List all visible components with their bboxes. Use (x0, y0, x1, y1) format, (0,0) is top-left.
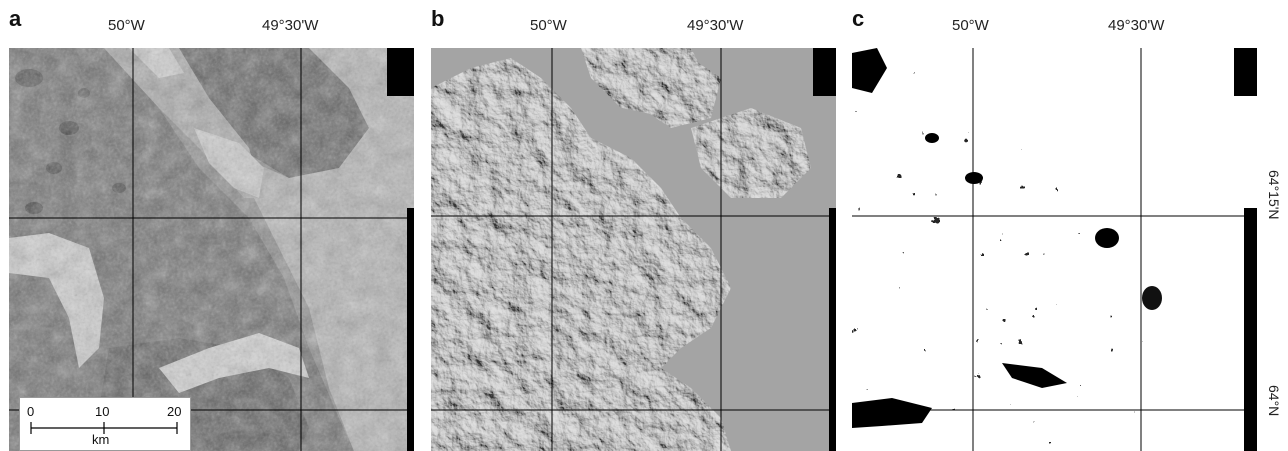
scale-bar-line (30, 422, 178, 434)
panel-label-b: b (431, 6, 445, 31)
aerial-image-panel-a: 0 10 20 km (9, 48, 414, 451)
scale-unit: km (92, 432, 110, 447)
panel-label-a: a (9, 6, 22, 31)
lon-label-4930w-a: 49°30'W (262, 17, 319, 34)
scale-tick-0: 0 (27, 404, 35, 419)
lon-label-4930w-c: 49°30'W (1108, 17, 1165, 34)
lon-label-4930w-b: 49°30'W (687, 17, 744, 34)
lon-label-50w-c: 50°W (952, 17, 989, 34)
classification-panel-c (852, 48, 1257, 451)
scale-bar: 0 10 20 km (19, 397, 191, 451)
lon-label-50w-b: 50°W (530, 17, 567, 34)
hillshade-panel-b (431, 48, 836, 451)
scale-tick-20: 20 (167, 404, 182, 419)
scale-tick-10: 10 (95, 404, 110, 419)
lat-label-6415n: 64°15'N (1266, 170, 1282, 220)
panel-label-c: c (852, 6, 865, 31)
lat-label-64n: 64°N (1266, 385, 1282, 417)
lon-label-50w-a: 50°W (108, 17, 145, 34)
